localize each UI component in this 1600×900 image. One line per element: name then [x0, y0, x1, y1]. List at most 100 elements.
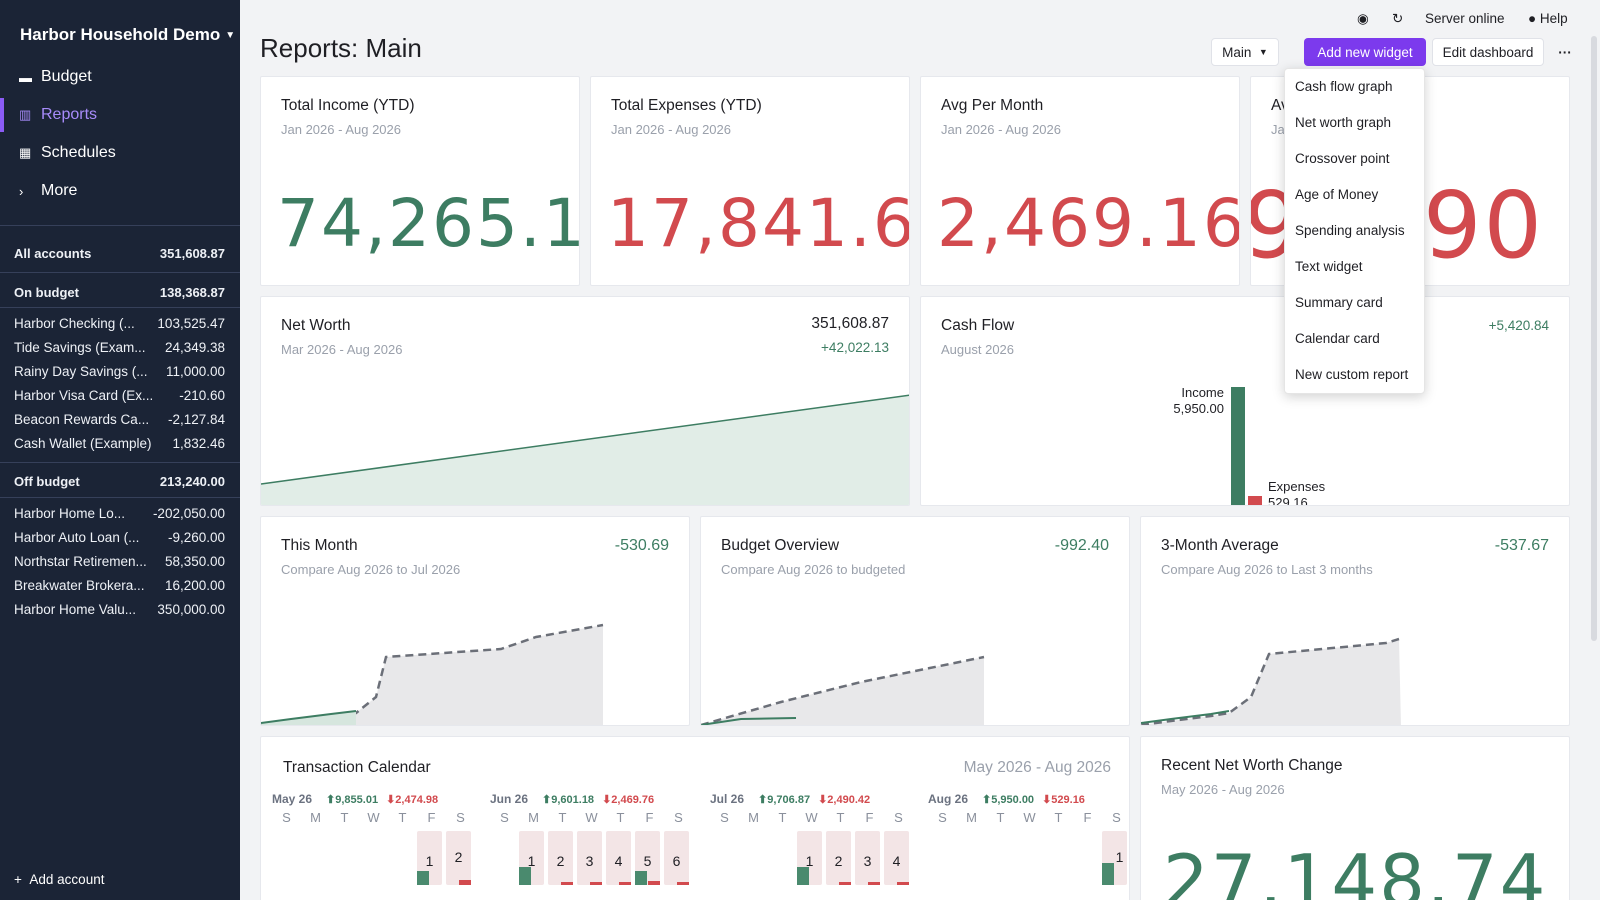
calendar-day[interactable]: 6 — [664, 831, 689, 885]
card-range: Mar 2026 - Aug 2026 — [281, 342, 403, 357]
account-row[interactable]: Northstar Retiremen... 58,350.00 — [14, 554, 225, 569]
this-month-value: -530.69 — [614, 537, 669, 554]
calendar-day[interactable]: 4 — [884, 831, 909, 885]
account-row[interactable]: Harbor Checking (... 103,525.47 — [14, 316, 225, 331]
expense-bar — [868, 882, 880, 885]
account-row[interactable]: Rainy Day Savings (... 11,000.00 — [14, 364, 225, 379]
wallet-icon: ▬ — [19, 69, 32, 85]
help-button[interactable]: ● Help — [1528, 11, 1568, 26]
cash-flow-change: +5,420.84 — [1488, 318, 1549, 333]
account-name: Harbor Home Lo... — [14, 506, 126, 521]
total-expenses-card[interactable]: Total Expenses (YTD) Jan 2026 - Aug 2026… — [590, 76, 910, 286]
menu-item-cash-flow-graph[interactable]: Cash flow graph — [1295, 79, 1393, 94]
menu-item-net-worth-graph[interactable]: Net worth graph — [1295, 115, 1392, 130]
recent-net-worth-card[interactable]: Recent Net Worth Change May 2026 - Aug 2… — [1140, 736, 1570, 900]
calendar-day[interactable]: 1 — [797, 831, 822, 885]
all-accounts-value: 351,608.87 — [159, 246, 225, 261]
calendar-day[interactable]: 1 — [1102, 831, 1127, 885]
month-income: 9,706.87 — [767, 793, 811, 806]
cash-flow-card[interactable]: Cash Flow August 2026 +5,420.84 Income 5,… — [920, 296, 1570, 506]
calendar-day[interactable]: 2 — [446, 831, 471, 885]
calendar-empty-cell — [768, 831, 793, 885]
menu-item-summary-card[interactable]: Summary card — [1295, 295, 1383, 310]
calendar-day[interactable]: 3 — [855, 831, 880, 885]
on-budget-row[interactable]: On budget 138,368.87 — [14, 285, 225, 300]
calendar-week: 1 2 3 4 — [710, 831, 913, 885]
calendar-day[interactable]: 2 — [826, 831, 851, 885]
expense-bar — [648, 881, 660, 885]
calendar-day[interactable]: 3 — [577, 831, 602, 885]
day-number: 1 — [425, 853, 434, 869]
card-range: Jan 2026 - Aug 2026 — [611, 122, 731, 137]
month-name: Jul 26 — [710, 792, 745, 806]
month-income: 9,601.18 — [551, 793, 595, 806]
account-row[interactable]: Tide Savings (Exam... 24,349.38 — [14, 340, 225, 355]
menu-item-crossover-point[interactable]: Crossover point — [1295, 151, 1390, 166]
account-row[interactable]: Cash Wallet (Example) 1,832.46 — [14, 436, 225, 451]
account-balance: 24,349.38 — [164, 340, 225, 355]
scrollbar-thumb[interactable] — [1591, 36, 1597, 641]
card-title: Net Worth — [281, 317, 351, 334]
income-label-text: Income — [1181, 385, 1224, 400]
more-options-button[interactable]: ··· — [1558, 44, 1572, 60]
day-number: 4 — [892, 853, 901, 869]
day-number: 5 — [643, 853, 652, 869]
add-widget-menu: Cash flow graph Net worth graph Crossove… — [1284, 68, 1425, 394]
add-account-button[interactable]: + Add account — [14, 872, 104, 887]
calendar-day[interactable]: 1 — [417, 831, 442, 885]
nav-reports[interactable]: ▥ Reports — [0, 98, 240, 132]
three-month-average-card[interactable]: 3-Month Average Compare Aug 2026 to Last… — [1140, 516, 1570, 726]
expense-bar — [897, 882, 909, 885]
budget-area — [701, 657, 984, 725]
all-accounts-row[interactable]: All accounts 351,608.87 — [14, 246, 225, 261]
server-status-label: Server online — [1425, 11, 1505, 26]
income-bar — [1231, 387, 1245, 505]
off-budget-row[interactable]: Off budget 213,240.00 — [14, 474, 225, 489]
menu-item-new-custom-report[interactable]: New custom report — [1295, 367, 1409, 382]
menu-item-spending-analysis[interactable]: Spending analysis — [1295, 223, 1405, 238]
calendar-week: 1 2 3 4 5 6 — [490, 831, 693, 885]
eye-icon[interactable]: ◉ — [1357, 11, 1369, 26]
account-row[interactable]: Harbor Auto Loan (... -9,260.00 — [14, 530, 225, 545]
calendar-day[interactable]: 1 — [519, 831, 544, 885]
avg-per-month-card[interactable]: Avg Per Month Jan 2026 - Aug 2026 2,469.… — [920, 76, 1240, 286]
account-row[interactable]: Breakwater Brokera... 16,200.00 — [14, 578, 225, 593]
month-expenses: 2,490.42 — [827, 793, 871, 806]
nav-budget[interactable]: ▬ Budget — [0, 60, 240, 94]
add-widget-button[interactable]: Add new widget — [1304, 38, 1426, 66]
transaction-calendar-card[interactable]: Transaction Calendar May 2026 - Aug 2026 — [260, 736, 1130, 900]
three-month-value: -537.67 — [1494, 537, 1549, 554]
menu-item-age-of-money[interactable]: Age of Money — [1295, 187, 1379, 202]
month-income: 5,950.00 — [991, 793, 1035, 806]
edit-dashboard-button[interactable]: Edit dashboard — [1432, 38, 1544, 66]
net-worth-card[interactable]: Net Worth Mar 2026 - Aug 2026 351,608.87… — [260, 296, 910, 506]
calendar-day[interactable]: 5 — [635, 831, 660, 885]
account-row[interactable]: Harbor Visa Card (Ex... -210.60 — [14, 388, 225, 403]
income-bar — [519, 867, 531, 885]
server-status[interactable]: Server online — [1425, 11, 1505, 26]
dashboard-select[interactable]: Main ▼ — [1211, 38, 1279, 66]
account-name: Harbor Home Valu... — [14, 602, 137, 617]
account-row[interactable]: Harbor Home Lo... -202,050.00 — [14, 506, 225, 521]
menu-item-calendar-card[interactable]: Calendar card — [1295, 331, 1380, 346]
budget-line — [701, 655, 985, 725]
weekday-label: T — [398, 810, 407, 825]
account-row[interactable]: Beacon Rewards Ca... -2,127.84 — [14, 412, 225, 427]
this-month-card[interactable]: This Month Compare Aug 2026 to Jul 2026 … — [260, 516, 690, 726]
net-worth-value: 351,608.87 — [811, 315, 889, 332]
account-row[interactable]: Harbor Home Valu... 350,000.00 — [14, 602, 225, 617]
weekday-label: T — [996, 810, 1005, 825]
calendar-day[interactable]: 4 — [606, 831, 631, 885]
net-worth-change: +42,022.13 — [821, 340, 889, 355]
card-range: August 2026 — [941, 342, 1015, 357]
budget-overview-card[interactable]: Budget Overview Compare Aug 2026 to budg… — [700, 516, 1130, 726]
budget-name-menu[interactable]: Harbor Household Demo ▼ — [20, 25, 235, 45]
calendar-day[interactable]: 2 — [548, 831, 573, 885]
sync-icon[interactable]: ↻ — [1392, 11, 1404, 26]
nav-more[interactable]: › More — [0, 174, 240, 208]
expense-bar — [561, 882, 573, 885]
nav-schedules[interactable]: ▦ Schedules — [0, 136, 240, 170]
sidebar-divider — [0, 462, 240, 463]
menu-item-text-widget[interactable]: Text widget — [1295, 259, 1363, 274]
total-income-card[interactable]: Total Income (YTD) Jan 2026 - Aug 2026 7… — [260, 76, 580, 286]
